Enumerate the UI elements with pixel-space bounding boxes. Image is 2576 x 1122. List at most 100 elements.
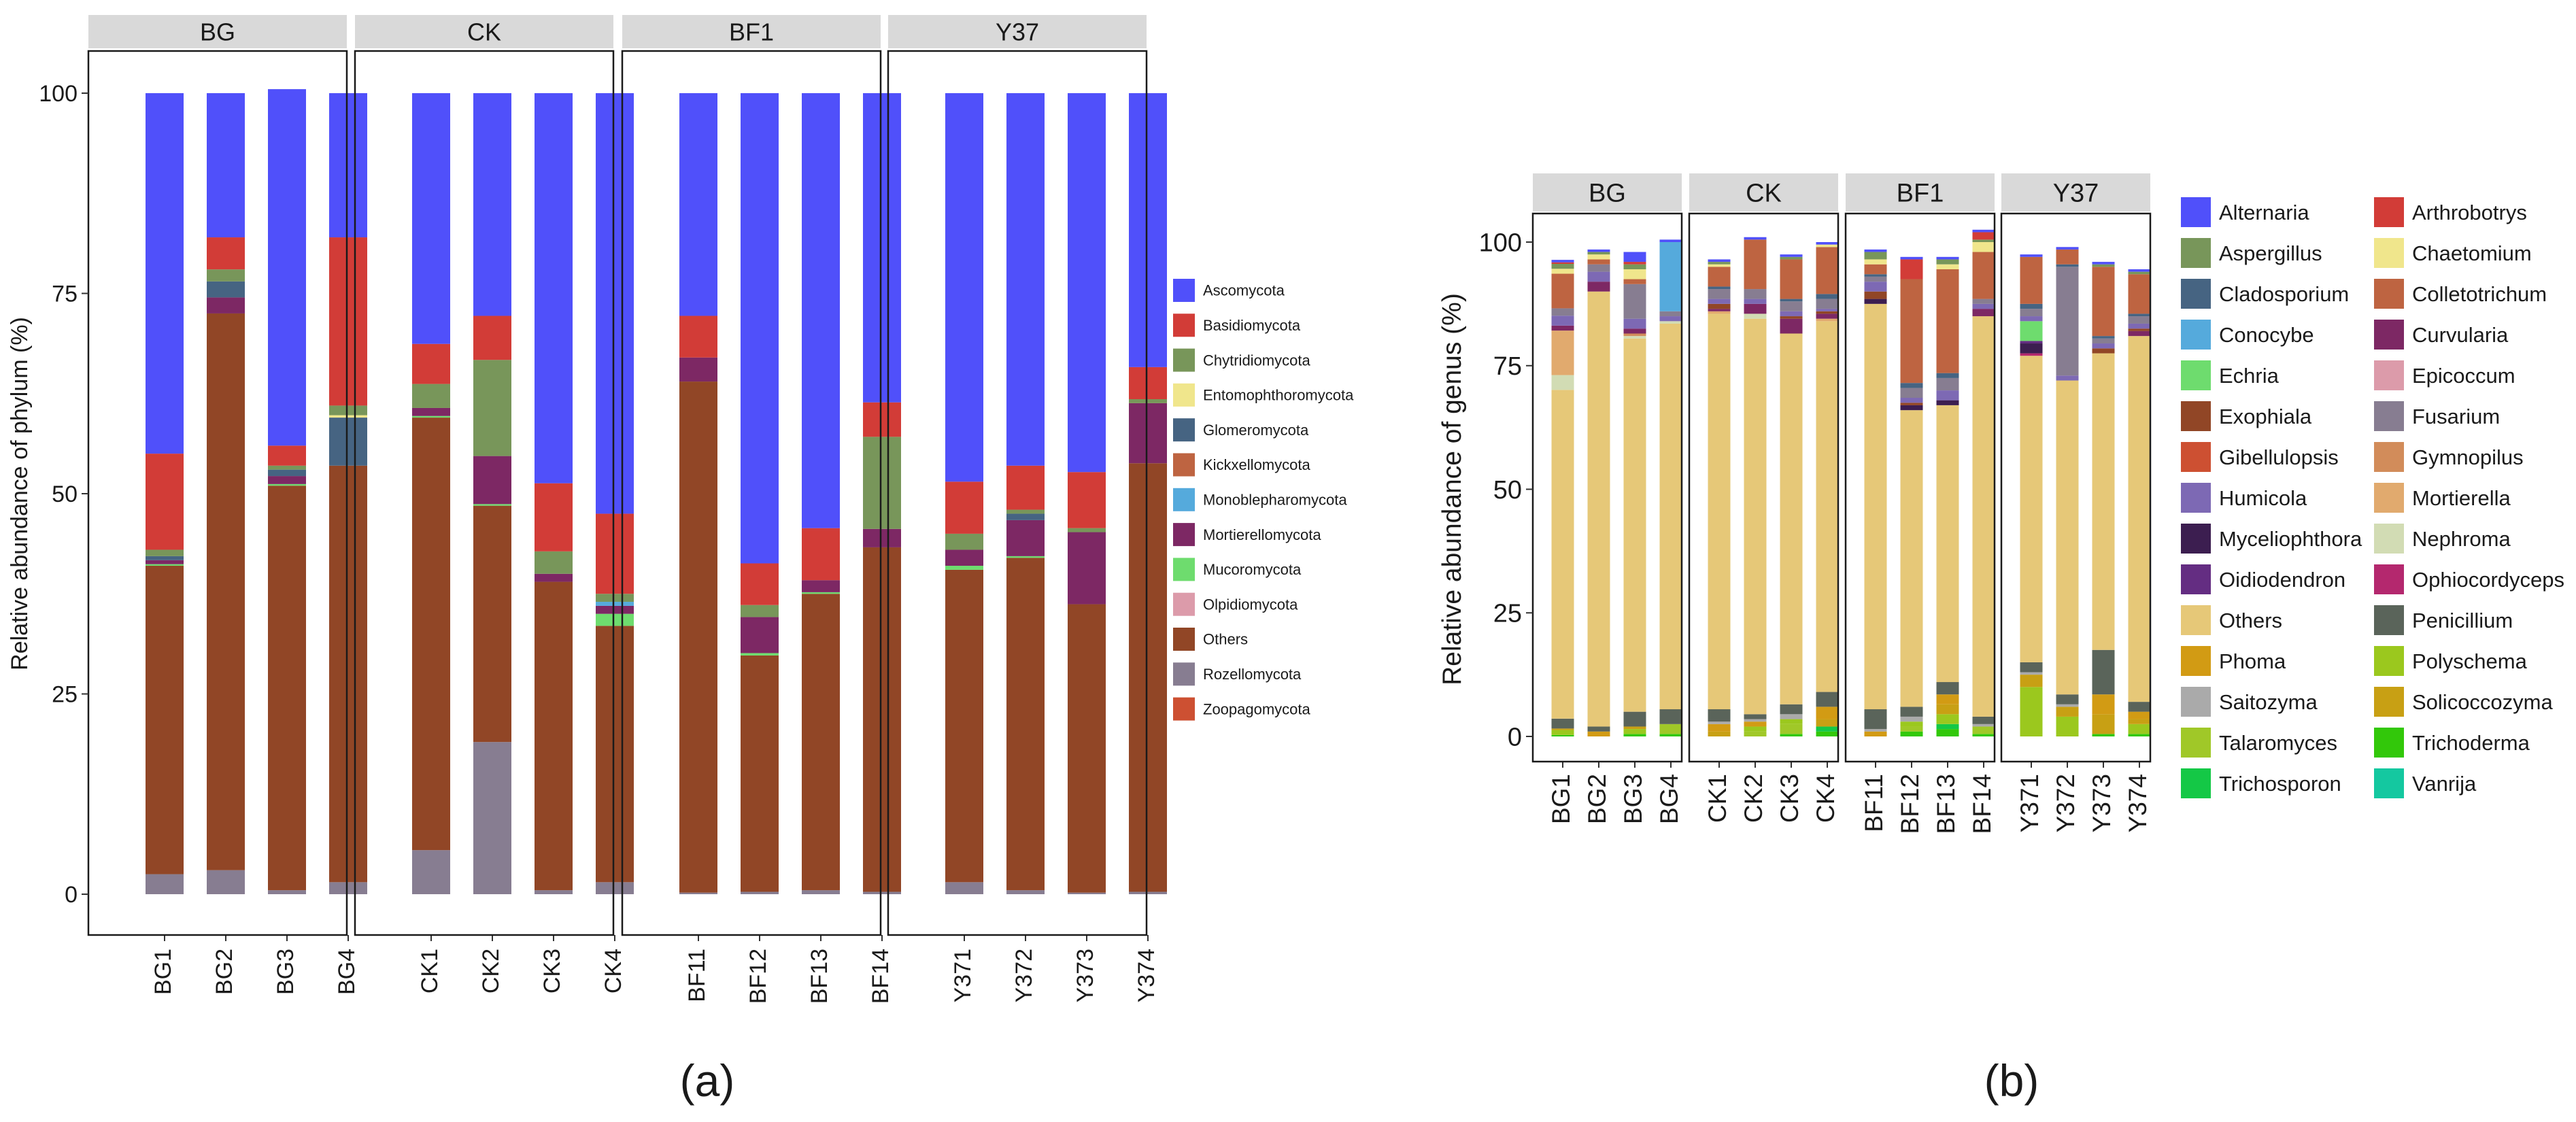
legend-key xyxy=(2374,279,2404,309)
bar-segment xyxy=(412,384,450,408)
bar-segment xyxy=(1936,259,1959,265)
legend-key xyxy=(2181,646,2211,676)
bar-segment xyxy=(146,874,184,894)
bar-segment xyxy=(2056,267,2079,376)
bar-segment xyxy=(1068,93,1106,473)
bar-segment xyxy=(945,93,983,482)
bar-segment xyxy=(2020,343,2043,354)
chart-panel-b: BG BG1 BG2 BG3 BG4 CK CK1 CK2 CK3 CK4 BF1 BF11 BF12 B… xyxy=(1438,173,2564,1106)
bar-segment xyxy=(1864,729,1887,732)
bar-segment xyxy=(412,850,450,894)
bar-segment xyxy=(1864,299,1887,304)
bar-segment xyxy=(2128,336,2151,702)
facet-strip xyxy=(355,15,613,48)
x-tick-label: BG1 xyxy=(1547,774,1575,824)
bar-segment xyxy=(1659,724,1682,734)
bar-segment xyxy=(207,870,245,894)
bar-segment xyxy=(146,560,184,564)
legend-label: Mucoromycota xyxy=(1203,561,1302,578)
bar-segment xyxy=(1780,299,1803,302)
bar-segment xyxy=(1936,729,1959,736)
legend-key xyxy=(2181,197,2211,227)
x-tick-label: BG3 xyxy=(273,949,299,995)
legend-key xyxy=(1173,697,1195,721)
legend-key xyxy=(2374,564,2404,594)
y-tick-label: 50 xyxy=(52,481,78,507)
bar-segment xyxy=(679,381,717,893)
bar-segment xyxy=(268,469,306,477)
y-tick-label: 0 xyxy=(65,882,78,908)
bar-segment xyxy=(1972,299,1995,304)
legend-label: Zoopagomycota xyxy=(1203,700,1311,717)
legend-key xyxy=(1173,383,1195,407)
bar-segment xyxy=(1708,299,1731,304)
bar-segment xyxy=(146,556,184,560)
legend-key xyxy=(2181,524,2211,554)
legend-label: Aspergillus xyxy=(2219,241,2322,265)
bar-segment xyxy=(1816,313,1839,319)
bar-segment xyxy=(1780,318,1803,334)
panel-label: (b) xyxy=(1984,1055,2039,1106)
bar-segment xyxy=(535,890,573,894)
legend: Ascomycota Basidiomycota Chytridiomycota En… xyxy=(1173,279,1354,721)
bar-segment xyxy=(146,454,184,550)
bar-segment xyxy=(1816,311,1839,314)
bar-segment xyxy=(1900,259,1923,279)
bar-segment xyxy=(1129,93,1167,367)
bar-segment xyxy=(2056,249,2079,265)
bar-segment xyxy=(741,655,779,892)
y-tick-label: 75 xyxy=(52,281,78,307)
facet-label: BF1 xyxy=(729,18,774,46)
bar-segment xyxy=(1936,682,1959,695)
x-tick-label: BG1 xyxy=(150,949,176,995)
bar-segment xyxy=(741,617,779,653)
facet-strip xyxy=(2001,173,2150,211)
facet-label: BG xyxy=(1589,180,1626,208)
bar-segment xyxy=(1551,273,1574,309)
legend-key xyxy=(1173,488,1195,511)
x-tick-label: Y373 xyxy=(2088,774,2116,832)
legend-label: Kickxellomycota xyxy=(1203,456,1310,473)
bar-segment xyxy=(1623,269,1646,279)
bar-segment xyxy=(596,93,634,514)
bar-segment xyxy=(2092,262,2115,265)
bar-segment xyxy=(268,486,306,891)
bar-segment xyxy=(2128,734,2151,736)
x-tick-label: BF12 xyxy=(1896,774,1924,834)
legend-label: Others xyxy=(2219,609,2282,632)
bar-segment xyxy=(1551,718,1574,729)
legend-key xyxy=(2181,768,2211,798)
bar-segment xyxy=(1708,259,1731,262)
bar-segment xyxy=(1864,264,1887,275)
bar-segment xyxy=(1129,891,1167,894)
x-tick-label: CK3 xyxy=(1776,774,1803,823)
bar-segment xyxy=(1780,734,1803,736)
legend-key xyxy=(2181,279,2211,309)
bar-segment xyxy=(412,418,450,851)
legend-label: Others xyxy=(1203,631,1248,648)
chart-panel-a: BG BG1 BG2 BG3 BG4 CK CK1 CK2 CK3 CK4 BF1 BF11 BF12 B… xyxy=(7,15,1354,1106)
bar-segment xyxy=(1587,291,1610,727)
bar-segment xyxy=(1900,721,1923,727)
bar-segment xyxy=(2092,343,2115,349)
bar-segment xyxy=(2020,254,2043,257)
y-tick-label: 100 xyxy=(39,81,78,107)
legend-key xyxy=(1173,558,1195,581)
bar-segment xyxy=(1816,692,1839,707)
bar-segment xyxy=(1708,313,1731,710)
bar-segment xyxy=(1129,398,1167,403)
facet-label: CK xyxy=(467,18,501,46)
bar-segment xyxy=(1659,242,1682,311)
facet-label: BG xyxy=(200,18,235,46)
bar-segment xyxy=(863,402,901,437)
facet-label: BF1 xyxy=(1897,180,1944,208)
x-tick-label: Y374 xyxy=(1134,949,1159,1002)
bar-segment xyxy=(802,594,840,891)
facet-strip xyxy=(1533,173,1682,211)
bar-segment xyxy=(1006,556,1045,558)
bar-segment xyxy=(1972,716,1995,724)
bar-segment xyxy=(2020,675,2043,687)
bar-segment xyxy=(2128,719,2151,724)
bar-segment xyxy=(2128,328,2151,331)
legend-label: Gibellulopsis xyxy=(2219,445,2339,469)
